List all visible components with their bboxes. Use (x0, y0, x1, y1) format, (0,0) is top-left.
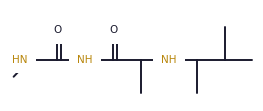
Text: O: O (109, 25, 117, 35)
Text: NH: NH (161, 55, 176, 65)
Text: O: O (53, 25, 62, 35)
Text: NH: NH (78, 55, 93, 65)
Text: HN: HN (12, 55, 28, 65)
